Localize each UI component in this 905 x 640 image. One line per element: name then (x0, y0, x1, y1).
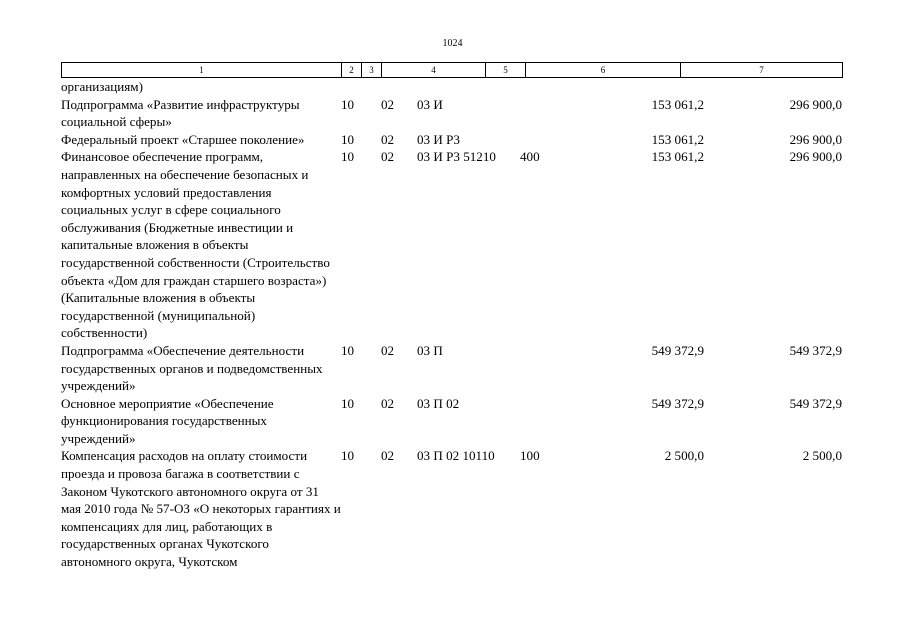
table-row: Компенсация расходов на оплату стоимости… (61, 447, 842, 570)
row-target-code: 03 П 02 10110 (417, 448, 495, 464)
row-expense-type: 100 (520, 448, 540, 464)
row-amount-col6: 153 061,2 (651, 149, 704, 165)
row-target-code: 03 И Р3 51210 (417, 149, 496, 165)
row-target-code: 03 П (417, 342, 443, 358)
row-amount-col6: 153 061,2 (651, 131, 704, 147)
row-amount-col7: 296 900,0 (789, 149, 842, 165)
row-section: 10 (341, 131, 355, 147)
row-target-code: 03 И Р3 (417, 131, 460, 147)
row-name: Подпрограмма «Развитие инфраструктуры со… (61, 96, 300, 130)
column-header-6: 6 (525, 62, 681, 78)
continuation-text: организациям) (61, 79, 143, 94)
column-header-table: 1 2 3 4 5 6 7 (61, 62, 843, 78)
column-header-7: 7 (680, 62, 843, 78)
column-header-1: 1 (61, 62, 342, 78)
budget-table-body: организациям) Подпрограмма «Развитие инф… (61, 78, 842, 571)
column-header-4: 4 (381, 62, 486, 78)
table-row: Подпрограмма «Развитие инфраструктуры со… (61, 96, 842, 131)
row-amount-col7: 549 372,9 (789, 395, 842, 411)
row-section: 10 (341, 342, 355, 358)
continuation-row: организациям) (61, 78, 842, 96)
row-amount-col7: 549 372,9 (789, 342, 842, 358)
row-target-code: 03 И (417, 96, 443, 112)
row-subsection: 02 (381, 448, 395, 464)
row-amount-col6: 2 500,0 (664, 448, 704, 464)
table-row: Финансовое обеспечение программ, направл… (61, 148, 842, 342)
row-expense-type: 400 (520, 149, 540, 165)
column-header-5: 5 (485, 62, 526, 78)
row-subsection: 02 (381, 395, 395, 411)
table-row: Основное мероприятие «Обеспечение функци… (61, 395, 842, 448)
row-subsection: 02 (381, 342, 395, 358)
column-header-row: 1 2 3 4 5 6 7 (61, 62, 843, 78)
row-subsection: 02 (381, 131, 395, 147)
page-number: 1024 (442, 38, 463, 49)
row-amount-col7: 296 900,0 (789, 96, 842, 112)
row-section: 10 (341, 149, 355, 165)
row-section: 10 (341, 96, 355, 112)
row-subsection: 02 (381, 96, 395, 112)
table-row: Федеральный проект «Старшее поколение» 1… (61, 131, 842, 149)
table-row: Подпрограмма «Обеспечение деятельности г… (61, 342, 842, 395)
row-subsection: 02 (381, 149, 395, 165)
column-header-3: 3 (361, 62, 382, 78)
row-amount-col7: 296 900,0 (789, 131, 842, 147)
row-amount-col6: 549 372,9 (651, 395, 704, 411)
row-name: Подпрограмма «Обеспечение деятельности г… (61, 342, 323, 394)
row-name: Основное мероприятие «Обеспечение функци… (61, 395, 274, 446)
row-name: Компенсация расходов на оплату стоимости… (61, 448, 341, 570)
row-section: 10 (341, 448, 355, 464)
row-amount-col7: 2 500,0 (802, 448, 842, 464)
row-target-code: 03 П 02 (417, 395, 460, 411)
column-header-2: 2 (341, 62, 362, 78)
row-amount-col6: 549 372,9 (651, 342, 704, 358)
row-amount-col6: 153 061,2 (651, 96, 704, 112)
row-section: 10 (341, 395, 355, 411)
row-name: Финансовое обеспечение программ, направл… (61, 149, 330, 341)
row-name: Федеральный проект «Старшее поколение» (61, 131, 305, 147)
